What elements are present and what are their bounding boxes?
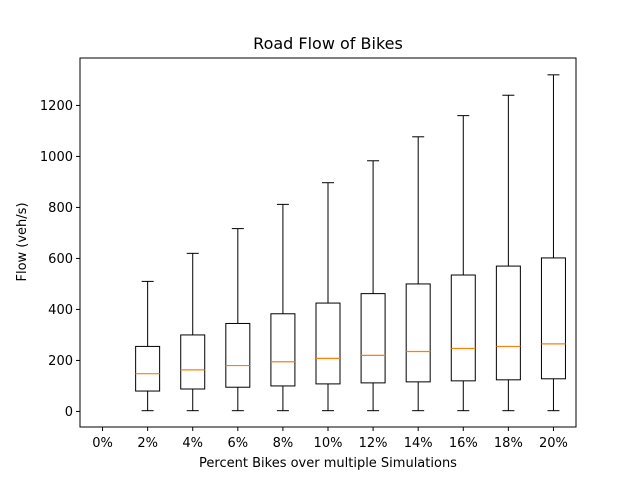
iqr-box xyxy=(180,334,206,390)
box-4pct xyxy=(180,252,206,412)
boxes xyxy=(135,74,566,412)
iqr-box xyxy=(450,274,476,382)
y-tick-label: 600 xyxy=(48,252,73,267)
box-16pct xyxy=(450,115,476,412)
box-6pct xyxy=(225,228,251,412)
x-tick-label: 4% xyxy=(182,436,203,451)
y-axis: 0 200 400 600 800 1000 1200 xyxy=(40,99,80,420)
box-14pct xyxy=(405,136,431,412)
y-tick-label: 1200 xyxy=(40,99,73,114)
y-tick-label: 200 xyxy=(48,354,73,369)
iqr-box xyxy=(360,293,386,384)
x-tick-label: 10% xyxy=(314,436,343,451)
box-8pct xyxy=(270,203,296,412)
x-tick-label: 0% xyxy=(92,436,113,451)
iqr-box xyxy=(270,313,296,387)
y-tick-label: 400 xyxy=(48,303,73,318)
y-tick-label: 0 xyxy=(65,405,73,420)
box-20pct xyxy=(540,74,566,412)
x-tick-label: 8% xyxy=(273,436,294,451)
x-tick-label: 18% xyxy=(494,436,523,451)
box-18pct xyxy=(495,94,521,412)
x-axis-title: Percent Bikes over multiple Simulations xyxy=(199,456,457,471)
x-tick-label: 20% xyxy=(539,436,568,451)
y-tick-label: 800 xyxy=(48,201,73,216)
iqr-box xyxy=(225,322,251,388)
iqr-box xyxy=(405,283,431,383)
y-tick-label: 1000 xyxy=(40,150,73,165)
iqr-box xyxy=(315,302,341,385)
x-tick-label: 14% xyxy=(404,436,433,451)
x-tick-label: 2% xyxy=(137,436,158,451)
y-axis-title: Flow (veh/s) xyxy=(15,202,30,281)
box-2pct xyxy=(135,280,161,412)
x-axis: 0% 2% 4% 6% 8% 10% 12% 14% 16% 18% 20% xyxy=(92,427,568,451)
iqr-box xyxy=(540,257,566,380)
box-10pct xyxy=(315,182,341,412)
x-tick-label: 16% xyxy=(449,436,478,451)
chart-title: Road Flow of Bikes xyxy=(253,34,403,53)
iqr-box xyxy=(135,345,161,392)
iqr-box xyxy=(495,265,521,381)
x-tick-label: 6% xyxy=(228,436,249,451)
x-tick-label: 12% xyxy=(359,436,388,451)
box-12pct xyxy=(360,160,386,412)
